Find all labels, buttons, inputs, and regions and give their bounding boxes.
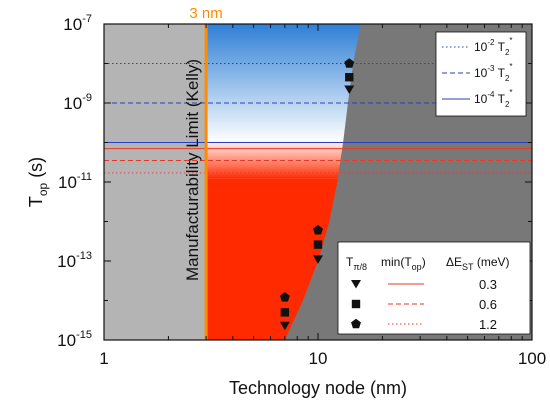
legend-delta-est: 0.3	[479, 277, 497, 292]
t2-legend-box	[435, 31, 527, 117]
square-point	[345, 72, 354, 82]
legend-delta-est: 1.2	[479, 317, 497, 332]
y-tick-label: 10-15	[57, 329, 92, 350]
legend-triangle-down	[351, 280, 361, 289]
x-tick-label: 1	[99, 349, 108, 368]
x-tick-label: 10	[309, 349, 328, 368]
legend-col3-end: (meV)	[474, 255, 510, 269]
manufacturability-limit-label: Manufacturability Limit (Kelly)	[183, 59, 202, 281]
series-legend-box	[337, 241, 531, 335]
series-legend: Tπ/8 min(Top) ΔEST (meV) 0.3 0.6 1.2	[337, 241, 531, 335]
excluded-region-left	[104, 24, 207, 340]
y-tick-label: 10-9	[63, 92, 92, 113]
legend-col2-header: min(Top)	[381, 255, 426, 272]
ticks: 1 10 100 10-15 10-13 10-11 10-9 10-7	[57, 13, 546, 368]
legend-delta-est: 0.6	[479, 297, 497, 312]
pentagon-point	[344, 58, 355, 68]
y-axis-label-unit: (s)	[26, 157, 46, 183]
triangle-down-point	[344, 85, 355, 94]
y-axis-label-sub: op	[36, 183, 50, 197]
legend-col2-t: min(T	[381, 255, 412, 269]
triangle-down-point	[279, 321, 290, 331]
pentagon-point	[313, 225, 323, 235]
square-point	[313, 240, 323, 249]
t2-legend-label: 10-3 T2*	[474, 62, 513, 83]
y-tick-label: 10-13	[57, 250, 92, 271]
legend-col3-sub: ST	[462, 262, 474, 272]
t2-legend-label: 10-2 T2*	[474, 36, 513, 57]
legend-square	[351, 299, 361, 309]
t2-legend: 10-2 T2* 10-3 T2* 10-4 T2*	[435, 31, 527, 117]
limit-top-label: 3 nm	[189, 5, 222, 22]
legend-col1-t: T	[346, 255, 354, 269]
x-tick-label: 100	[518, 349, 546, 368]
pentagon-point	[279, 292, 290, 302]
square-point	[280, 308, 290, 317]
y-axis-label: Top (s)	[26, 157, 50, 207]
markers	[279, 58, 355, 331]
legend-col2-end: )	[422, 255, 426, 269]
y-tick-label: 10-7	[63, 13, 92, 34]
legend-col1-sub: π/8	[353, 262, 367, 272]
y-tick-label: 10-11	[58, 171, 92, 192]
x-axis-label: Technology node (nm)	[229, 378, 407, 398]
legend-col3-t: ΔE	[446, 255, 462, 269]
triangle-down-point	[313, 255, 323, 264]
legend-col2-sub: op	[412, 262, 422, 272]
legend-col1-header: Tπ/8	[346, 255, 367, 272]
t2-legend-label: 10-4 T2*	[474, 88, 513, 109]
legend-col3-header: ΔEST (meV)	[446, 255, 510, 272]
y-axis-label-main: T	[26, 196, 46, 207]
legend-pentagon	[351, 318, 361, 329]
